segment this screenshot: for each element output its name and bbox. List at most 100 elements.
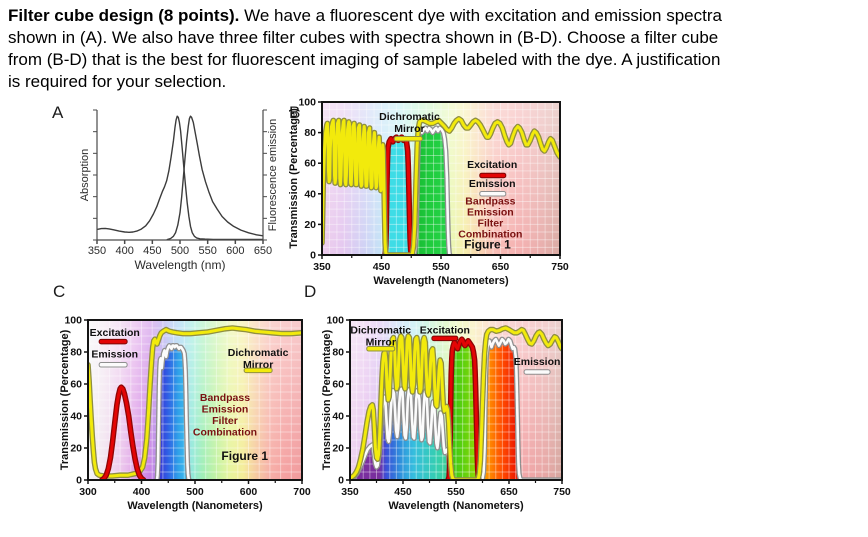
excitation-filter-curve (100, 385, 146, 480)
y-tick-label: 80 (70, 347, 82, 359)
panel-label-d: D (304, 282, 317, 301)
y-tick-label: 40 (70, 411, 82, 423)
y-tick-label: 100 (64, 315, 82, 327)
x-tick-label: 600 (226, 245, 244, 257)
x-tick-label: 550 (447, 486, 465, 498)
legend-swatch (366, 346, 396, 352)
right-y-axis-label: Fluorescence emission (267, 119, 279, 232)
y-tick-label: 0 (310, 250, 316, 262)
legend-swatch (523, 369, 551, 375)
x-tick-label: 750 (553, 486, 571, 498)
y-tick-label: 60 (304, 158, 316, 170)
legend-swatch (479, 172, 507, 179)
y-tick-label: 20 (332, 443, 344, 455)
annotation-emission: Emission (469, 178, 516, 190)
annotation-dichromatic: Dichromatic (350, 325, 411, 337)
emission-filter-curve (350, 337, 562, 480)
x-tick-label: 300 (79, 486, 97, 498)
emission-filter-curve (155, 344, 191, 480)
dichroic-mirror-curve (88, 326, 302, 478)
excitation-filter-fill (448, 339, 479, 480)
y-tick-label: 100 (326, 315, 344, 327)
legend-swatch (98, 362, 128, 368)
x-tick-label: 600 (240, 486, 258, 498)
emission-filter-fill (157, 345, 190, 480)
y-tick-label: 100 (298, 97, 316, 109)
x-tick-label: 650 (500, 486, 518, 498)
chart-d-svg: 350 450 550 650 750 0 20 40 60 80 100 Wavelength (N… (321, 315, 571, 513)
annotation-dichromatic: Dichromatic (379, 111, 440, 123)
y-tick-label: 0 (338, 475, 344, 487)
x-tick-label: 650 (492, 261, 510, 273)
excitation-filter-fill (385, 137, 412, 255)
x-axis-label: Wavelength (Nanometers) (373, 275, 509, 287)
legend-swatch (243, 367, 273, 374)
x-axis-label: Wavelength (Nanometers) (388, 500, 524, 512)
annotation-mirror: Mirror (394, 123, 424, 135)
y-axis-label: Transmission (Percentage) (322, 329, 333, 470)
y-axis-label: Transmission (Percentage) (288, 108, 300, 249)
question-line1-rest: We have a fluorescent dye with excitatio… (239, 6, 722, 25)
emission-filter-fill (350, 339, 562, 480)
annotation-excitation: Excitation (90, 327, 140, 339)
x-tick-label: 400 (115, 245, 133, 257)
chart-a-svg: 350 400 450 500 550 600 650 Wavelength (nm) Abso… (79, 109, 279, 272)
annotation-emission: Emission (202, 403, 249, 415)
x-tick-label: 450 (143, 245, 161, 257)
y-tick-label: 20 (70, 443, 82, 455)
y-tick-label: 60 (70, 379, 82, 391)
legend-swatch (98, 338, 128, 345)
annotation-figure-1: Figure 1 (464, 237, 511, 251)
excitation-filter-curve (446, 337, 481, 480)
legend-swatch (479, 191, 507, 197)
annotation-dichromatic: Dichromatic (228, 347, 289, 359)
x-tick-label: 550 (432, 261, 450, 273)
annotation-filter: Filter (478, 218, 504, 230)
legend-swatch (431, 335, 459, 342)
question-title-bold: Filter cube design (8 points). (8, 6, 240, 25)
annotation-bandpass: Bandpass (200, 392, 250, 404)
annotation-emission: Emission (467, 207, 514, 219)
y-tick-label: 20 (304, 219, 316, 231)
legend-swatch (393, 135, 423, 142)
y-tick-label: 80 (332, 347, 344, 359)
x-axis-label: Wavelength (nm) (135, 258, 226, 272)
x-tick-label: 350 (313, 261, 331, 273)
question-text: Filter cube design (8 points). We have a… (8, 5, 860, 93)
absorption-curve (97, 115, 263, 240)
x-tick-label: 350 (88, 245, 106, 257)
question-line3: from (B-D) that is the best for fluoresc… (8, 50, 721, 69)
x-tick-label: 450 (394, 486, 412, 498)
panel-label-a: A (52, 103, 64, 122)
annotation-figure-1: Figure 1 (221, 449, 268, 463)
fluorescence-emission-curve (166, 115, 263, 240)
annotation-filter: Filter (212, 415, 238, 427)
x-tick-label: 450 (373, 261, 391, 273)
annotation-excitation: Excitation (467, 159, 517, 171)
emission-filter-fill (413, 128, 450, 255)
annotation-combination: Combination (458, 229, 522, 241)
panel-b-filter-cube-chart: 350 450 550 650 750 0 20 40 60 80 100 Wavelength (N… (285, 95, 577, 295)
chart-b-svg: 350 450 550 650 750 0 20 40 60 80 100 Wavelength (N… (288, 97, 569, 288)
question-line4: is required for your selection. (8, 72, 227, 91)
panel-label-b: B (289, 103, 301, 122)
dichroic-mirror-curve (350, 326, 562, 480)
y-axis-label: Absorption (79, 149, 91, 202)
panel-d-filter-cube-chart: 350 450 550 650 750 0 20 40 60 80 100 Wavelength (N… (321, 312, 574, 523)
panel-c-filter-cube-chart: 300 400 500 600 700 0 20 40 60 80 100 Wavelength (N… (59, 312, 312, 523)
x-tick-label: 400 (133, 486, 151, 498)
panel-a-dye-spectra-chart: 350 400 450 500 550 600 650 Wavelength (nm) Abso… (40, 101, 295, 281)
x-tick-label: 750 (551, 261, 569, 273)
x-tick-label: 700 (293, 486, 311, 498)
x-tick-label: 650 (254, 245, 272, 257)
y-tick-label: 60 (332, 379, 344, 391)
x-tick-label: 350 (341, 486, 359, 498)
chart-c-svg: 300 400 500 600 700 0 20 40 60 80 100 Wavelength (N… (59, 315, 311, 513)
annotation-mirror: Mirror (366, 337, 396, 349)
y-tick-label: 40 (332, 411, 344, 423)
x-tick-label: 500 (171, 245, 189, 257)
x-tick-label: 500 (186, 486, 204, 498)
x-tick-label: 550 (198, 245, 216, 257)
annotation-bandpass: Bandpass (465, 196, 515, 208)
y-tick-label: 40 (304, 188, 316, 200)
